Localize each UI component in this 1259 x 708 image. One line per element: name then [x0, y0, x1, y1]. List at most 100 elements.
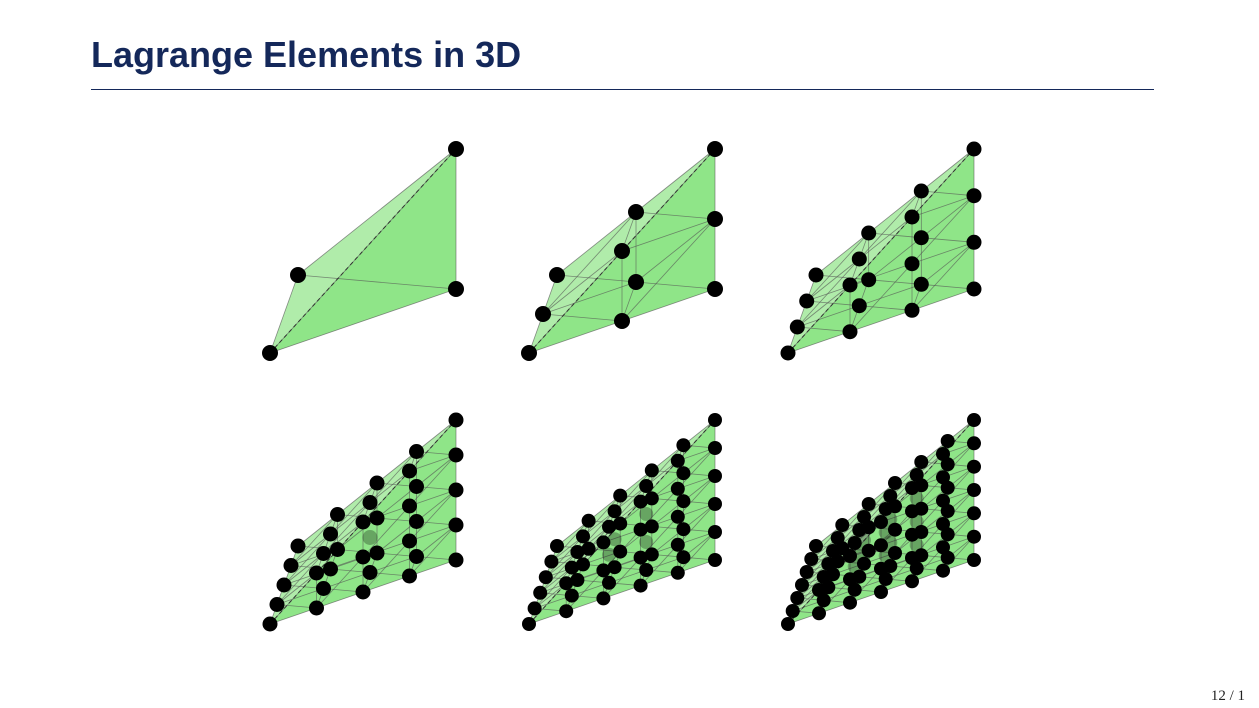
grid-line [283, 553, 324, 586]
grid-line [635, 281, 716, 290]
node [613, 516, 628, 531]
node [639, 563, 654, 577]
node [904, 302, 920, 318]
node [913, 276, 929, 292]
node [369, 510, 385, 526]
grid-line [797, 563, 829, 599]
node [362, 495, 378, 510]
grid-line [911, 195, 975, 264]
node [936, 517, 950, 531]
grid-line [942, 489, 975, 525]
node [861, 225, 877, 241]
node [966, 188, 982, 204]
grid-line [942, 513, 975, 548]
grid-line [330, 502, 371, 535]
grid-line [542, 313, 623, 322]
grid-line [276, 588, 324, 605]
node [847, 582, 862, 597]
node [369, 545, 385, 561]
grid-line [921, 283, 975, 290]
node [799, 293, 815, 309]
node [527, 601, 542, 616]
grid-line [806, 232, 869, 302]
node [857, 510, 871, 524]
node [888, 522, 902, 537]
node [967, 436, 981, 451]
grid-line [290, 533, 331, 566]
grid-line [416, 489, 457, 522]
grid-line [911, 241, 975, 265]
node [316, 546, 331, 561]
node [905, 504, 919, 519]
lagrange-element-p4 [262, 412, 464, 632]
element-face [298, 149, 456, 289]
node [596, 591, 611, 606]
node [708, 413, 722, 427]
node [913, 230, 929, 246]
grid-line [545, 536, 584, 578]
node [581, 541, 596, 556]
grid-line [849, 309, 913, 333]
node [362, 565, 378, 580]
grid-line [921, 195, 975, 238]
node [843, 595, 857, 610]
grid-line [849, 263, 913, 332]
grid-line [542, 211, 637, 315]
node [842, 277, 858, 293]
node [857, 556, 871, 571]
grid-line [269, 274, 299, 354]
node [448, 141, 464, 157]
node [402, 533, 417, 549]
node [323, 526, 338, 542]
node [780, 345, 796, 361]
node [966, 141, 982, 157]
node [936, 493, 950, 508]
node [861, 543, 876, 558]
node [596, 563, 611, 578]
grid-line [362, 505, 410, 558]
node [676, 522, 691, 537]
node [883, 489, 898, 503]
node [633, 494, 648, 509]
grid-line [801, 550, 834, 586]
grid-line [269, 148, 457, 354]
node [670, 481, 685, 496]
grid-line [797, 305, 860, 328]
node [904, 256, 920, 272]
grid-line [792, 576, 824, 612]
node [967, 413, 981, 427]
node [323, 561, 338, 577]
node [644, 547, 659, 562]
grid-line [416, 454, 457, 487]
node [448, 281, 464, 297]
node [521, 345, 537, 361]
node [355, 549, 371, 565]
node [448, 447, 464, 463]
node [888, 546, 902, 560]
node [913, 183, 929, 199]
node [708, 525, 722, 539]
grid-line [942, 443, 975, 478]
grid-line [621, 288, 716, 322]
grid-line [409, 454, 457, 472]
node [409, 514, 424, 529]
node [290, 267, 306, 283]
node [909, 514, 924, 529]
node [861, 272, 877, 288]
node [804, 552, 819, 566]
node [448, 517, 464, 533]
node [570, 545, 585, 559]
node [708, 497, 722, 511]
grid-line [863, 482, 896, 518]
node [633, 578, 648, 593]
node [316, 581, 331, 596]
grid-line [859, 305, 913, 311]
node [614, 243, 630, 259]
node [676, 466, 691, 481]
node [914, 455, 929, 469]
node [812, 583, 826, 597]
node [559, 604, 574, 619]
node [670, 537, 685, 552]
node [355, 584, 371, 600]
